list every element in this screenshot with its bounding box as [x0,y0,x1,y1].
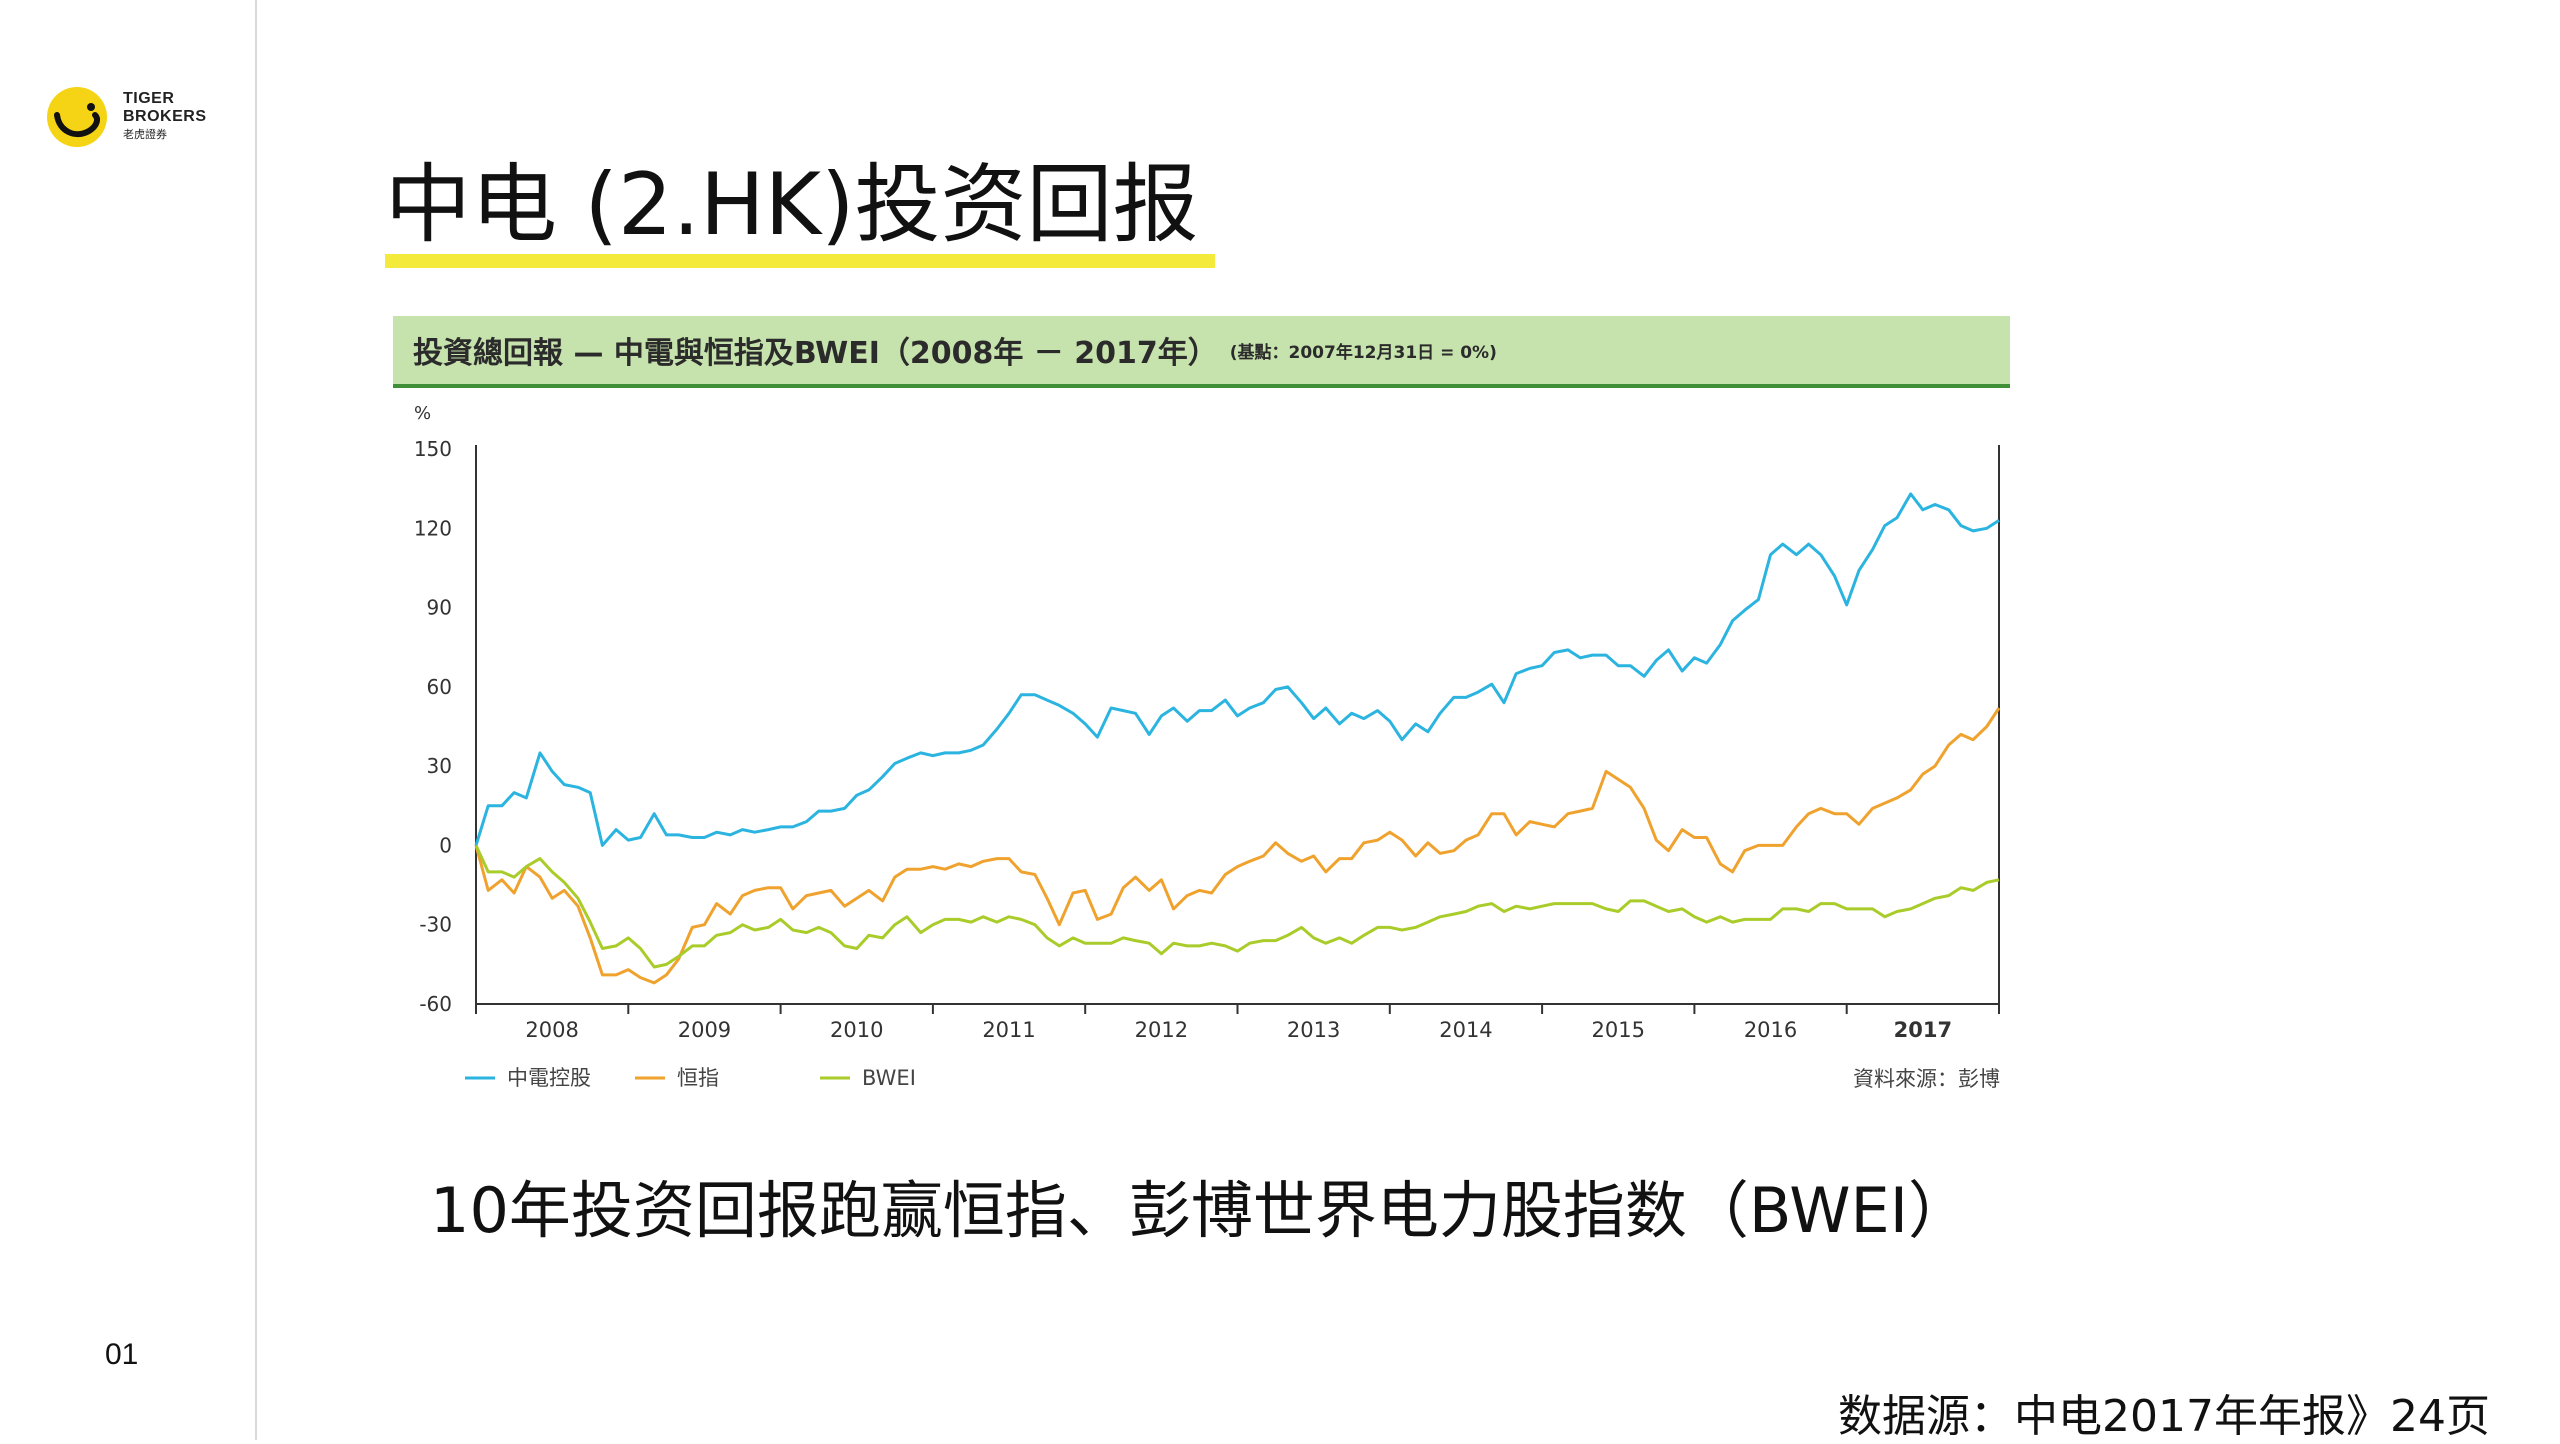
y-tick-label: 120 [414,516,452,540]
tiger-brokers-logo: TIGER BROKERS 老虎證券 [45,85,207,149]
chart-legend: 中電控股 恒指 BWEI [465,1066,916,1090]
y-tick-label: -30 [419,913,452,937]
y-tick-label: 150 [414,437,452,461]
legend-label-1: 中電控股 [507,1066,591,1090]
page-title: 中电 (2.HK)投资回报 [385,155,1199,255]
chart-axes: 150 120 90 60 30 0 -30 -60 2008 2009 2010 2011 2012 2… [414,437,2000,1042]
x-tick-label: 2015 [1592,1018,1645,1042]
y-tick-label: 30 [427,754,452,778]
chart-caption: 10年投资回报跑赢恒指、彭博世界电力股指数（BWEI） [430,1174,1970,1247]
title-underline [385,254,1215,268]
logo-line-1: TIGER [123,90,175,107]
y-tick-label: 90 [427,596,452,620]
series-line-2 [474,707,2001,985]
x-tick-label: 2009 [678,1018,731,1042]
x-tick-label: 2013 [1287,1018,1340,1042]
chart-title: 投資總回報 — 中電與恒指及BWEI（2008年 － 2017年） [413,336,1218,371]
x-tick-label: 2014 [1439,1018,1492,1042]
x-tick-label: 2008 [525,1018,578,1042]
legend-label-2: 恒指 [677,1066,719,1090]
return-line-chart: 150 120 90 60 30 0 -30 -60 2008 2009 2010 2011 2012 2… [414,403,2001,1091]
y-tick-label: 0 [439,833,452,857]
sidebar-divider [255,0,257,1440]
page-number: 01 [105,1338,139,1371]
x-tick-label: 2011 [982,1018,1035,1042]
logo-text: TIGER BROKERS 老虎證券 [123,90,207,144]
x-tick-label: 2017 [1894,1018,1952,1042]
logo-line-3: 老虎證券 [123,128,167,141]
legend-label-3: BWEI [862,1066,916,1090]
data-source-note: 数据源：中电2017年年报》24页 [1838,1391,2490,1442]
chart-source-label: 資料來源：彭博 [1853,1067,2000,1091]
chart-series [474,492,2001,985]
chart-header: 投資總回報 — 中電與恒指及BWEI（2008年 － 2017年） (基點：20… [393,316,2010,388]
x-tick-label: 2010 [830,1018,883,1042]
y-unit-label: % [414,403,431,424]
y-tick-label: -60 [419,992,452,1016]
tiger-logo-icon [47,87,107,147]
y-tick-label: 60 [427,675,452,699]
title-block: 中电 (2.HK)投资回报 [385,150,1215,268]
chart-base-note: (基點：2007年12月31日 = 0%) [1229,342,1497,363]
x-tick-label: 2012 [1135,1018,1188,1042]
series-line-1 [474,492,2000,847]
series-line-3 [474,844,2000,969]
logo-line-2: BROKERS [123,108,207,125]
x-tick-label: 2016 [1744,1018,1797,1042]
